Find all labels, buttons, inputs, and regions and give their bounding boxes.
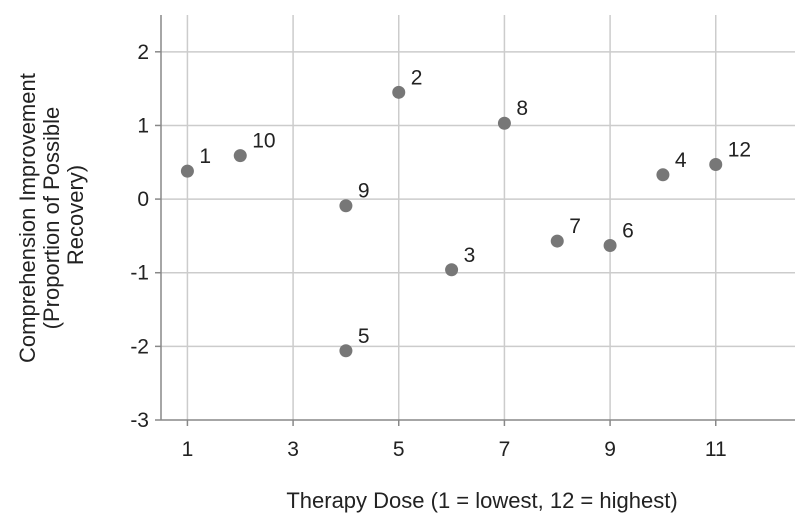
y-tick-label: 0 <box>137 188 149 211</box>
data-point <box>497 116 511 130</box>
data-point-label: 12 <box>728 138 751 161</box>
y-axis-title-line-1: Comprehension Improvement <box>15 73 40 363</box>
y-axis-title-line-3: Recovery) <box>63 165 88 265</box>
x-tick-label: 5 <box>393 438 405 461</box>
data-point <box>339 199 353 213</box>
data-points <box>180 85 723 358</box>
data-point-label: 3 <box>464 244 476 267</box>
data-point <box>603 238 617 252</box>
data-point-label: 6 <box>622 219 634 242</box>
data-point <box>339 344 353 358</box>
data-point <box>550 234 564 248</box>
data-point-labels: 1 10 9 5 2 3 8 7 6 4 12 <box>199 66 751 347</box>
y-tick-label: -1 <box>130 262 149 285</box>
data-point <box>233 149 247 163</box>
y-tick-label: -3 <box>130 409 149 432</box>
y-tick-label: -2 <box>130 335 149 358</box>
data-point-label: 2 <box>411 66 423 89</box>
x-tick-label: 3 <box>287 438 299 461</box>
x-tick-label: 9 <box>604 438 616 461</box>
data-point <box>656 168 670 182</box>
data-point <box>445 263 459 277</box>
data-point-label: 1 <box>199 145 211 168</box>
data-point <box>392 85 406 99</box>
data-point-label: 8 <box>516 97 528 120</box>
y-tick-label: 1 <box>137 114 149 137</box>
y-tick-label: 2 <box>137 41 149 64</box>
axes <box>155 15 795 426</box>
data-point-label: 10 <box>252 130 275 153</box>
data-point-label: 4 <box>675 149 687 172</box>
grid-lines <box>161 15 795 420</box>
x-tick-labels: 1 3 5 7 9 11 <box>182 438 727 461</box>
x-axis-title: Therapy Dose (1 = lowest, 12 = highest) <box>286 488 677 513</box>
x-tick-label: 7 <box>499 438 511 461</box>
y-tick-labels: 2 1 0 -1 -2 -3 <box>130 41 149 432</box>
data-point <box>180 164 194 178</box>
data-point-label: 9 <box>358 180 370 203</box>
data-point-label: 7 <box>569 215 581 238</box>
x-tick-label: 1 <box>182 438 194 461</box>
data-point-label: 5 <box>358 325 370 348</box>
y-axis-title-line-2: (Proportion of Possible <box>39 107 64 330</box>
x-tick-label: 11 <box>705 438 727 461</box>
y-axis-title: Comprehension Improvement (Proportion of… <box>15 67 88 363</box>
data-point <box>709 157 723 171</box>
